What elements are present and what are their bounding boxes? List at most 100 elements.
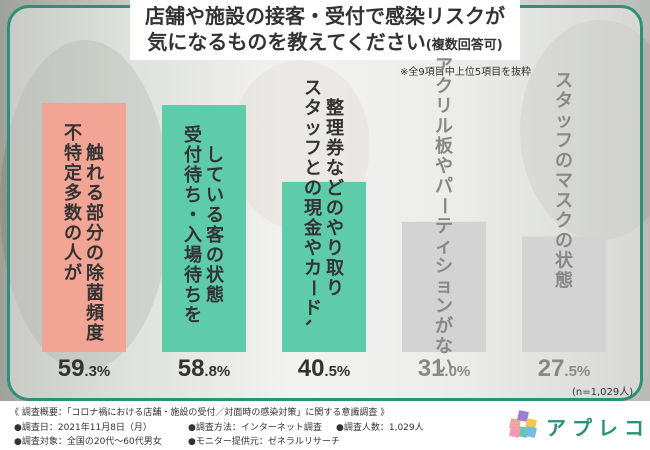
category-label-char: ク bbox=[435, 76, 453, 97]
category-label-char: ス bbox=[555, 191, 573, 212]
category-label-char: 触 bbox=[86, 142, 104, 164]
title-box: 店舗や施設の接客・受付で感染リスクが 気になるものを教えてください(複数回答可) bbox=[130, 0, 520, 60]
category-label-char: 客 bbox=[206, 224, 225, 246]
bar bbox=[522, 236, 606, 352]
category-label-char: 現 bbox=[304, 198, 322, 219]
value-label-int: 59 bbox=[57, 355, 85, 382]
category-label-char: タ bbox=[304, 98, 322, 119]
category-label-char: タ bbox=[555, 91, 573, 112]
category-label-char: 券 bbox=[325, 137, 345, 159]
category-label-char: ー bbox=[433, 197, 454, 215]
background-photo bbox=[0, 20, 650, 370]
bar bbox=[162, 105, 246, 352]
category-label-char: 数 bbox=[64, 202, 83, 224]
category-label-char: ク bbox=[555, 211, 573, 232]
category-label-char: 部 bbox=[86, 202, 104, 224]
category-label-char: 状 bbox=[206, 264, 225, 286]
aprecco-logo-icon bbox=[509, 410, 537, 438]
category-label-char: が bbox=[435, 315, 453, 337]
bar bbox=[402, 221, 486, 352]
category-label-char: な bbox=[435, 336, 453, 357]
category-label-char: や bbox=[326, 218, 344, 239]
footer-method: ●調査方法：インターネット調査 bbox=[188, 423, 322, 433]
category-label-char: 除 bbox=[86, 262, 105, 284]
category-label-char: 待 bbox=[184, 164, 202, 186]
category-label-char: る bbox=[86, 183, 104, 204]
category-label-char: フ bbox=[555, 131, 573, 152]
value-label: 58.8% bbox=[149, 355, 259, 383]
value-label-dec: .5% bbox=[564, 363, 591, 380]
category-label-char: 板 bbox=[435, 135, 454, 157]
category-label-char: ル bbox=[435, 116, 453, 137]
bar bbox=[42, 102, 126, 352]
category-label-char: パ bbox=[435, 176, 453, 197]
category-label-char: 取 bbox=[326, 258, 345, 279]
category-label-char: 整 bbox=[325, 97, 344, 119]
category-label-char: の bbox=[64, 223, 82, 244]
category-label-char: マ bbox=[555, 171, 573, 192]
footer-target: ●調査対象：全国の20代～60代男女 bbox=[14, 437, 162, 447]
category-label-char: ィ bbox=[435, 236, 453, 257]
category-label-char: 、 bbox=[302, 319, 323, 337]
category-label-char: 受 bbox=[184, 124, 202, 146]
category-label-char: の bbox=[304, 178, 322, 199]
category-label-char: の bbox=[555, 151, 573, 172]
value-label: 27.5% bbox=[509, 355, 619, 383]
category-label-char: ス bbox=[304, 78, 322, 99]
category-label-char: の bbox=[326, 198, 344, 219]
category-label-char: ド bbox=[304, 298, 322, 319]
category-label-char: ス bbox=[555, 71, 573, 92]
footer-provider: ●モニター提供元：ゼネラルリサーチ bbox=[188, 437, 340, 447]
category-label-char: 頻 bbox=[86, 302, 104, 324]
category-label-char: ち bbox=[184, 185, 202, 206]
category-label-char: フ bbox=[304, 138, 322, 159]
category-label-char: ・ bbox=[184, 205, 202, 226]
category-label-char: 特 bbox=[64, 142, 82, 164]
category-label-char: テ bbox=[435, 216, 453, 237]
logo-square bbox=[517, 410, 529, 422]
category-label-char: い bbox=[435, 356, 453, 377]
category-label-char: 態 bbox=[555, 270, 573, 292]
category-label-char: を bbox=[184, 305, 202, 326]
subset-note: ※全9項目中上位5項目を抜粋 bbox=[400, 67, 532, 78]
category-label-char: 分 bbox=[86, 223, 104, 244]
footer-title: 《 調査概要：「コロナ禍における店舗・施設の受付／対面時の感染対策」に関する意識… bbox=[10, 408, 390, 418]
value-label-int: 31 bbox=[417, 355, 445, 382]
title-line-1: 店舗や施設の接客・受付で感染リスクが bbox=[145, 4, 505, 28]
title-line-2: 気になるものを教えてください(複数回答可) bbox=[130, 30, 520, 58]
category-label-char: な bbox=[326, 158, 344, 179]
category-label-char: て bbox=[206, 165, 224, 186]
category-label-char: 場 bbox=[184, 245, 202, 266]
category-label-char: れ bbox=[86, 163, 104, 184]
category-label-char: 定 bbox=[64, 162, 82, 184]
category-label-char: カ bbox=[304, 258, 322, 279]
bar-chart: 触れる部分の除菌頻度不特定多数の人がしている客の状態受付待ち・入場待ちを整理券な… bbox=[42, 56, 606, 377]
category-label-char: 度 bbox=[86, 322, 105, 344]
footer-count: ●調査人数：1,029人 bbox=[336, 423, 424, 433]
category-label-char: 不 bbox=[64, 123, 82, 144]
category-label-char: ち bbox=[184, 285, 202, 306]
category-label-char: し bbox=[206, 145, 224, 166]
sample-size-note: (n=1,029人) bbox=[572, 387, 634, 398]
title-sub: (複数回答可) bbox=[425, 38, 503, 53]
value-label-dec: .5% bbox=[324, 363, 351, 380]
category-label-char: 多 bbox=[64, 182, 82, 204]
category-label-char: の bbox=[555, 231, 573, 252]
category-label-char: 菌 bbox=[86, 283, 104, 304]
category-label-char: 態 bbox=[206, 284, 224, 306]
category-label-char: る bbox=[206, 205, 224, 226]
category-label-char: 人 bbox=[64, 243, 83, 264]
value-label: 31.0% bbox=[389, 355, 499, 383]
logo-square bbox=[509, 426, 521, 438]
category-label-char: と bbox=[304, 158, 322, 179]
category-label-char: リ bbox=[435, 96, 453, 117]
value-label-int: 40 bbox=[297, 355, 325, 382]
value-label-int: 58 bbox=[177, 355, 205, 382]
category-label-char: り bbox=[326, 238, 344, 259]
category-label-char: や bbox=[435, 156, 453, 177]
